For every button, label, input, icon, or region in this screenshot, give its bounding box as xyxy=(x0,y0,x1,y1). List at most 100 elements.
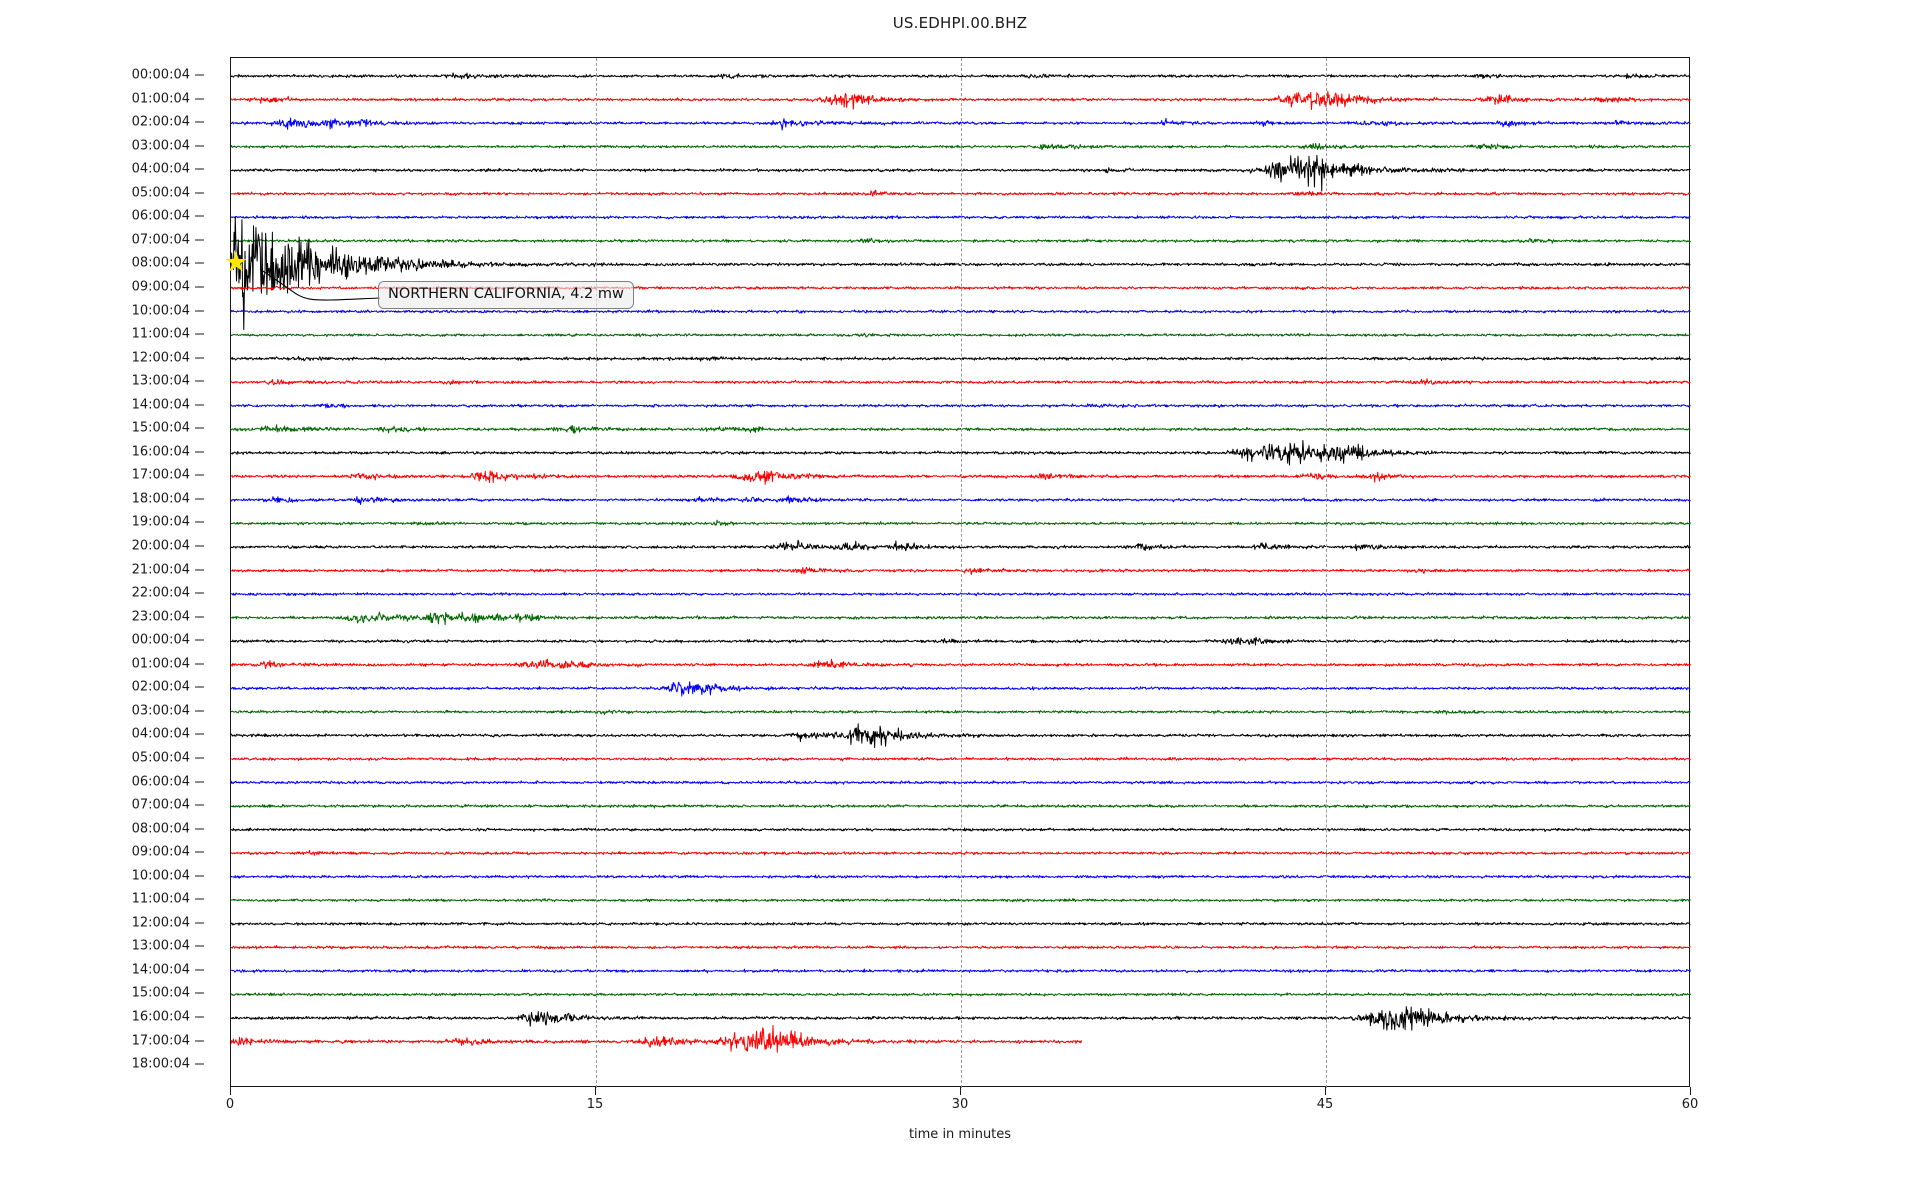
y-tick-label: 23:00:04 xyxy=(131,609,190,625)
y-tick-label: 03:00:04 xyxy=(131,138,190,154)
y-tick-label: 20:00:04 xyxy=(131,538,190,554)
y-tick-label: 01:00:04 xyxy=(131,656,190,672)
y-tick-label: 05:00:04 xyxy=(131,185,190,201)
y-tick-label: 00:00:04 xyxy=(131,632,190,648)
y-tick-label: 18:00:04 xyxy=(131,1056,190,1072)
y-tick-mark xyxy=(195,969,204,971)
y-tick-label: 16:00:04 xyxy=(131,444,190,460)
seismogram-trace xyxy=(231,945,1691,950)
y-tick-label: 08:00:04 xyxy=(131,255,190,271)
seismogram-trace xyxy=(231,1024,1083,1053)
y-tick-mark xyxy=(195,286,204,288)
y-tick-label: 07:00:04 xyxy=(131,232,190,248)
seismogram-trace xyxy=(231,658,1691,670)
seismogram-trace xyxy=(231,566,1691,575)
seismogram-trace xyxy=(231,611,1691,626)
y-tick-mark xyxy=(195,404,204,406)
y-tick-mark xyxy=(195,1016,204,1018)
seismogram-trace xyxy=(231,309,1691,314)
seismogram-trace xyxy=(231,332,1691,338)
seismogram-trace xyxy=(231,519,1691,527)
y-tick-mark xyxy=(195,521,204,523)
seismogram-trace xyxy=(231,117,1691,131)
seismogram-trace xyxy=(231,992,1691,997)
y-tick-mark xyxy=(195,686,204,688)
y-tick-mark xyxy=(195,733,204,735)
y-tick-mark xyxy=(195,922,204,924)
seismogram-trace xyxy=(231,216,1691,331)
y-tick-mark xyxy=(195,262,204,264)
y-tick-mark xyxy=(195,945,204,947)
seismogram-trace xyxy=(231,780,1691,785)
seismogram-trace xyxy=(231,470,1691,485)
y-tick-mark xyxy=(195,569,204,571)
seismogram-traces xyxy=(231,72,1691,1053)
y-tick-mark xyxy=(195,1040,204,1042)
y-tick-label: 09:00:04 xyxy=(131,279,190,295)
y-tick-mark xyxy=(195,474,204,476)
y-tick-label: 08:00:04 xyxy=(131,821,190,837)
y-tick-mark xyxy=(195,357,204,359)
y-tick-mark xyxy=(195,98,204,100)
seismogram-trace xyxy=(231,539,1691,552)
seismogram-trace xyxy=(231,897,1691,903)
y-tick-label: 09:00:04 xyxy=(131,844,190,860)
plot-area xyxy=(230,57,1691,1088)
y-tick-mark xyxy=(195,757,204,759)
seismogram-trace xyxy=(231,591,1691,597)
seismogram-trace xyxy=(231,403,1691,409)
seismogram-trace xyxy=(231,636,1691,646)
y-tick-mark xyxy=(195,898,204,900)
seismogram-trace xyxy=(231,424,1691,434)
y-tick-mark xyxy=(195,616,204,618)
y-tick-mark xyxy=(195,427,204,429)
y-tick-mark xyxy=(195,215,204,217)
seismogram-trace xyxy=(231,72,1691,80)
y-tick-mark xyxy=(195,592,204,594)
y-tick-label: 13:00:04 xyxy=(131,938,190,954)
y-tick-label: 11:00:04 xyxy=(131,891,190,907)
seismogram-trace xyxy=(231,709,1691,716)
seismogram-trace xyxy=(231,237,1691,244)
x-tick-label: 60 xyxy=(1681,1097,1699,1112)
seismogram-trace xyxy=(231,681,1691,697)
y-tick-label: 10:00:04 xyxy=(131,868,190,884)
seismogram-trace xyxy=(231,215,1691,220)
grid-line xyxy=(961,58,962,1088)
y-tick-label: 15:00:04 xyxy=(131,985,190,1001)
seismogram-trace xyxy=(231,439,1691,466)
seismogram-trace xyxy=(231,495,1691,506)
x-tick-mark xyxy=(1325,1087,1326,1095)
y-tick-label: 15:00:04 xyxy=(131,420,190,436)
y-tick-label: 06:00:04 xyxy=(131,774,190,789)
y-tick-label: 14:00:04 xyxy=(131,397,190,413)
y-tick-mark xyxy=(195,333,204,335)
y-tick-mark xyxy=(195,992,204,994)
seismogram-trace xyxy=(231,756,1691,762)
y-tick-mark xyxy=(195,851,204,853)
y-tick-label: 18:00:04 xyxy=(131,491,190,507)
y-tick-mark xyxy=(195,239,204,241)
x-tick-mark xyxy=(960,1087,961,1095)
y-tick-mark xyxy=(195,451,204,453)
event-annotation-label: NORTHERN CALIFORNIA, 4.2 mw xyxy=(378,281,634,309)
x-tick-mark xyxy=(230,1087,231,1095)
y-tick-label: 02:00:04 xyxy=(131,114,190,130)
y-tick-label: 04:00:04 xyxy=(131,726,190,742)
seismogram-trace xyxy=(231,142,1691,151)
y-tick-mark xyxy=(195,498,204,500)
y-tick-label: 17:00:04 xyxy=(131,1033,190,1049)
y-tick-label: 07:00:04 xyxy=(131,797,190,813)
y-tick-mark xyxy=(195,168,204,170)
y-tick-label: 22:00:04 xyxy=(131,585,190,601)
y-tick-mark xyxy=(195,1063,204,1065)
y-tick-mark xyxy=(195,639,204,641)
y-tick-mark xyxy=(195,380,204,382)
y-tick-mark xyxy=(195,310,204,311)
x-tick-label: 15 xyxy=(586,1097,604,1112)
y-tick-mark xyxy=(195,828,204,830)
y-tick-label: 06:00:04 xyxy=(131,208,190,224)
y-tick-label: 17:00:04 xyxy=(131,467,190,483)
y-tick-mark xyxy=(195,875,204,877)
